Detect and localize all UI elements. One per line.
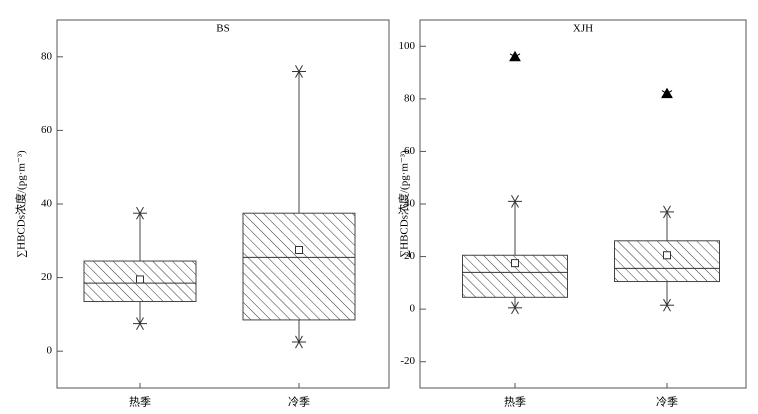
x-tick-label: 冷季 [656, 396, 678, 409]
box [614, 240, 720, 283]
marker-stroke [511, 195, 519, 208]
outlier [509, 50, 521, 62]
y-tick-label: -20 [400, 355, 415, 367]
whisker-end-marker [508, 195, 522, 208]
marker-stroke [663, 205, 671, 219]
y-tick-label: 0 [47, 345, 53, 357]
marker-stroke [136, 317, 144, 330]
mean-marker [511, 259, 519, 268]
mean-marker [295, 246, 303, 254]
y-tick-label: 40 [404, 198, 416, 210]
whisker-end-marker [133, 317, 147, 330]
whisker-end-marker [660, 205, 674, 219]
x-tick-label: 热季 [504, 396, 526, 409]
y-tick-label: 60 [41, 124, 53, 136]
y-tick-label: 20 [404, 250, 416, 262]
whisker-end-marker [292, 335, 306, 349]
marker-stroke [136, 206, 144, 220]
y-tick-label: 0 [410, 303, 416, 315]
outlier [661, 87, 673, 99]
whisker-end-marker [133, 206, 147, 220]
y-axis-label: ∑HBCDs浓度/(pg·m⁻³) [14, 150, 28, 258]
whisker-end-marker [292, 65, 306, 78]
y-tick-label: 40 [41, 198, 53, 210]
marker-stroke [511, 301, 519, 315]
chart-title: BS [216, 23, 229, 35]
y-tick-label: 60 [404, 145, 416, 157]
mean-marker [663, 251, 671, 260]
marker-stroke [295, 65, 303, 78]
y-axis-label: ∑HBCDs浓度/(pg·m⁻³) [397, 150, 411, 258]
mean-marker [136, 275, 144, 284]
plot-frame [56, 19, 390, 389]
x-tick-label: 冷季 [288, 396, 310, 409]
marker-stroke [295, 335, 303, 349]
whisker-end-marker [660, 298, 674, 312]
box [242, 212, 356, 321]
marker-stroke [663, 298, 671, 312]
y-tick-label: 80 [404, 92, 416, 104]
y-tick-label: 80 [41, 50, 53, 62]
whisker-end-marker [508, 301, 522, 315]
plot-frame [419, 19, 747, 389]
x-tick-label: 热季 [129, 396, 151, 409]
y-tick-label: 100 [399, 40, 416, 52]
chart-title: XJH [573, 23, 593, 35]
y-tick-label: 20 [41, 271, 53, 283]
